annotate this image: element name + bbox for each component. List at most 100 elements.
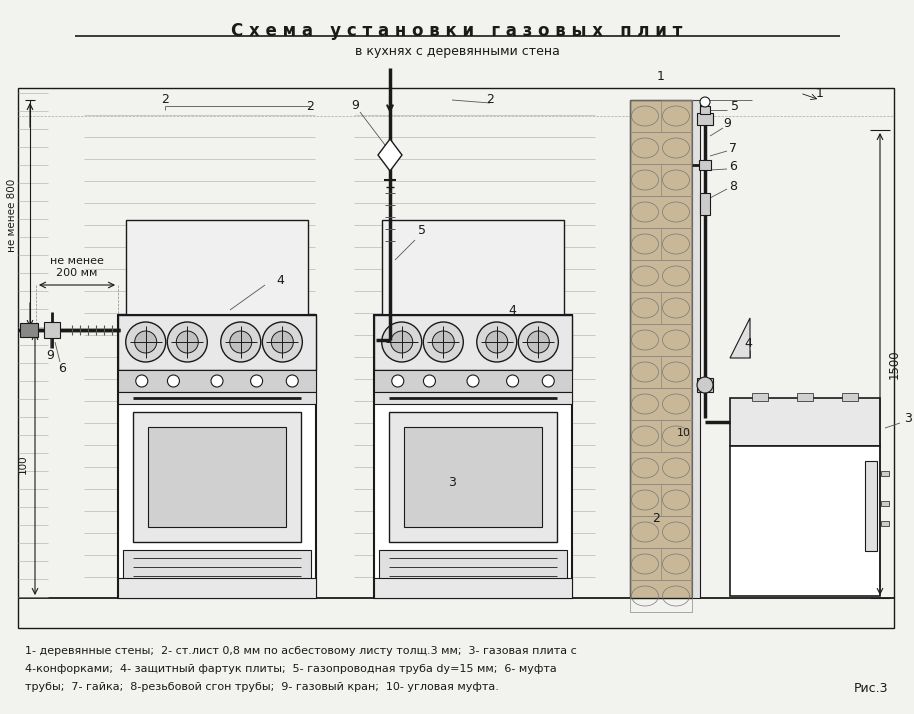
Circle shape (392, 375, 404, 387)
Bar (881, 471, 889, 476)
Bar (630, 228, 692, 260)
Bar (374, 370, 572, 392)
Circle shape (542, 375, 554, 387)
Circle shape (382, 322, 421, 362)
Text: в кухнях с деревянными стена: в кухнях с деревянными стена (355, 45, 559, 58)
Text: 4: 4 (508, 303, 515, 316)
Text: 1500: 1500 (887, 349, 900, 379)
Bar (630, 324, 692, 356)
Bar (630, 164, 692, 196)
Text: 9: 9 (723, 116, 731, 129)
Text: 6: 6 (729, 159, 737, 173)
Text: С х е м а   у с т а н о в к и   г а з о в ы х   п л и т: С х е м а у с т а н о в к и г а з о в ы … (231, 22, 683, 40)
Circle shape (262, 322, 303, 362)
Circle shape (700, 97, 710, 107)
Bar (20, 323, 38, 337)
Bar (630, 516, 692, 548)
Bar (404, 427, 542, 527)
Circle shape (697, 377, 713, 393)
Bar (118, 370, 316, 392)
Text: 4-конфорками;  4- защитный фартук плиты;  5- газопроводная труба dy=15 мм;  6- м: 4-конфорками; 4- защитный фартук плиты; … (25, 664, 557, 674)
Bar (752, 393, 768, 401)
Circle shape (167, 375, 179, 387)
Bar (700, 106, 710, 114)
Text: 9: 9 (351, 99, 359, 111)
Bar (630, 580, 692, 612)
Circle shape (126, 322, 165, 362)
Polygon shape (378, 139, 402, 171)
Circle shape (250, 375, 262, 387)
Text: Рис.3: Рис.3 (854, 682, 888, 695)
Bar (382, 220, 564, 315)
Bar (126, 220, 308, 315)
Bar (389, 412, 557, 542)
Polygon shape (730, 318, 750, 358)
Text: не менее
200 мм: не менее 200 мм (50, 256, 104, 278)
Circle shape (286, 375, 298, 387)
Circle shape (136, 375, 148, 387)
Bar (133, 412, 301, 542)
Text: 3: 3 (904, 411, 912, 425)
Bar (118, 315, 316, 598)
Circle shape (134, 331, 156, 353)
Bar (881, 521, 889, 526)
Circle shape (423, 322, 463, 362)
Bar (374, 315, 572, 370)
Bar (630, 100, 692, 598)
Bar (374, 315, 572, 598)
Bar (692, 100, 700, 598)
Text: 1: 1 (816, 86, 824, 99)
Bar (374, 392, 572, 404)
Circle shape (432, 331, 454, 353)
Bar (352, 100, 597, 598)
Bar (697, 378, 713, 392)
Bar (123, 550, 311, 585)
Bar (797, 393, 813, 401)
Text: 5: 5 (731, 99, 739, 113)
Text: 7: 7 (729, 141, 737, 154)
Circle shape (518, 322, 558, 362)
Bar (630, 196, 692, 228)
Circle shape (229, 331, 251, 353)
Text: 10: 10 (677, 428, 691, 438)
Circle shape (271, 331, 293, 353)
Circle shape (467, 375, 479, 387)
Bar (379, 550, 567, 585)
Bar (881, 501, 889, 506)
Bar (630, 388, 692, 420)
Circle shape (506, 375, 518, 387)
Bar (630, 260, 692, 292)
Text: 2: 2 (161, 93, 169, 106)
Bar (118, 392, 316, 404)
Text: 6: 6 (58, 361, 66, 375)
Bar (118, 315, 316, 370)
Bar (630, 356, 692, 388)
Circle shape (423, 375, 435, 387)
Text: трубы;  7- гайка;  8-резьбовой сгон трубы;  9- газовый кран;  10- угловая муфта.: трубы; 7- гайка; 8-резьбовой сгон трубы;… (25, 682, 499, 692)
Circle shape (211, 375, 223, 387)
Bar (699, 160, 711, 170)
Text: 2: 2 (306, 99, 314, 113)
Text: 100: 100 (18, 454, 28, 474)
Circle shape (221, 322, 260, 362)
Circle shape (485, 331, 508, 353)
Bar (630, 484, 692, 516)
Bar (697, 113, 713, 125)
Bar (148, 427, 286, 527)
Text: 4: 4 (276, 273, 284, 286)
Bar (374, 578, 572, 598)
Text: 2: 2 (652, 511, 660, 525)
Bar (630, 100, 692, 132)
Circle shape (477, 322, 516, 362)
Circle shape (167, 322, 207, 362)
Bar (118, 578, 316, 598)
Text: 1: 1 (657, 70, 665, 83)
Bar (700, 193, 710, 215)
Bar (730, 446, 880, 596)
Text: не менее 800: не менее 800 (7, 178, 17, 251)
Bar (630, 132, 692, 164)
Circle shape (390, 331, 413, 353)
Text: 3: 3 (448, 476, 456, 488)
Bar (630, 452, 692, 484)
Bar (630, 420, 692, 452)
